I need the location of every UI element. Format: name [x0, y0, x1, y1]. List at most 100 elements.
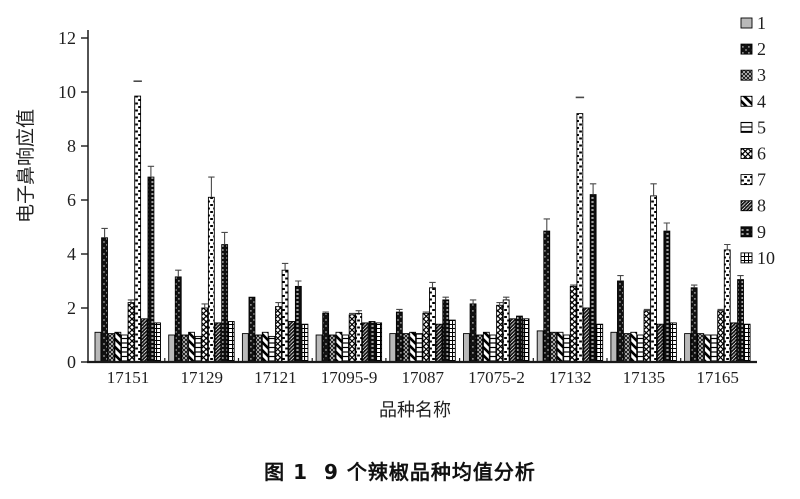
bar	[489, 334, 497, 363]
bar	[429, 287, 436, 363]
bar	[522, 318, 530, 363]
y-tick-label: 2	[67, 298, 76, 318]
bar	[147, 176, 155, 363]
bar	[415, 333, 423, 363]
legend-swatch	[740, 69, 753, 81]
legend-swatch	[740, 226, 753, 238]
bar	[201, 307, 209, 363]
bar	[221, 244, 229, 363]
bar	[690, 287, 698, 363]
bar	[516, 315, 523, 363]
legend-label: 5	[757, 117, 766, 137]
y-tick-label: 6	[67, 190, 76, 210]
y-tick-label: 12	[58, 28, 76, 48]
x-tick-label: 17121	[254, 368, 297, 387]
error-bar	[201, 303, 208, 308]
legend-swatch	[740, 121, 753, 133]
bar	[94, 331, 102, 363]
bar	[502, 299, 510, 363]
y-tick-label: 8	[67, 136, 76, 156]
bar	[496, 304, 503, 363]
error-bar	[496, 302, 503, 306]
figure-caption: 图 1 9 个辣椒品种均值分析	[264, 460, 536, 484]
bar	[704, 334, 711, 363]
bar	[569, 285, 577, 363]
bar	[342, 334, 349, 363]
bar	[743, 323, 751, 363]
bar	[650, 195, 657, 363]
error-bar	[663, 222, 670, 232]
bar	[275, 306, 282, 363]
error-bar	[275, 302, 282, 307]
bar	[583, 307, 590, 363]
bar	[448, 319, 456, 363]
legend-swatch	[740, 43, 753, 55]
y-tick-label: 10	[58, 82, 76, 102]
bar	[623, 333, 631, 363]
bar	[422, 312, 430, 363]
y-tick-label: 4	[67, 244, 76, 264]
bar	[241, 333, 249, 363]
bar	[248, 296, 256, 363]
bar	[536, 330, 544, 363]
legend-label: 7	[757, 170, 766, 190]
bar	[389, 333, 397, 363]
bar	[181, 334, 189, 363]
bar	[121, 334, 128, 363]
legend-label: 1	[757, 13, 766, 33]
bar	[630, 331, 638, 363]
x-axis-title: 品种名称	[379, 400, 451, 421]
x-tick-label: 17132	[549, 368, 592, 387]
bar	[670, 322, 677, 363]
error-bar	[221, 231, 228, 245]
bar	[435, 323, 443, 363]
bar	[114, 331, 122, 363]
error-bar	[543, 218, 550, 232]
bar	[509, 318, 517, 363]
bar	[576, 113, 584, 363]
bar	[127, 302, 135, 363]
bar	[355, 312, 363, 363]
bar	[261, 331, 269, 363]
legend-swatch	[740, 148, 753, 159]
error-bar	[396, 308, 403, 313]
x-tick-label: 17087	[402, 368, 445, 387]
legend-label: 9	[757, 222, 766, 242]
bar	[563, 334, 571, 363]
legend-swatch	[740, 17, 753, 29]
legend-label: 6	[757, 144, 766, 164]
x-tick-label: 17165	[696, 368, 739, 387]
bar	[717, 310, 725, 363]
bar	[697, 333, 705, 363]
legend-swatch	[740, 252, 753, 264]
bar	[361, 322, 369, 363]
legend-swatch	[740, 174, 753, 186]
error-bar	[355, 310, 362, 314]
legend-label: 10	[757, 248, 775, 268]
x-tick-label: 17095-9	[321, 368, 378, 387]
bar	[101, 237, 108, 363]
error-bar	[422, 311, 430, 314]
bar	[322, 312, 330, 363]
bar	[610, 331, 618, 363]
legend-swatch	[740, 95, 753, 107]
bar	[107, 333, 115, 363]
bar	[549, 331, 557, 363]
legend-label: 3	[757, 65, 766, 85]
error-bar	[589, 183, 597, 195]
x-tick-label: 17151	[107, 368, 150, 387]
bar	[227, 321, 235, 363]
bar	[463, 333, 470, 363]
bar	[596, 323, 604, 363]
y-axis-title: 电子鼻响应值	[15, 109, 37, 223]
error-bar	[429, 281, 436, 288]
bar	[288, 321, 296, 363]
error-bar	[442, 296, 449, 300]
error-bar	[175, 269, 182, 277]
error-bar	[737, 275, 744, 280]
bar	[476, 334, 484, 363]
error-bar	[208, 176, 215, 198]
bar	[482, 331, 490, 363]
